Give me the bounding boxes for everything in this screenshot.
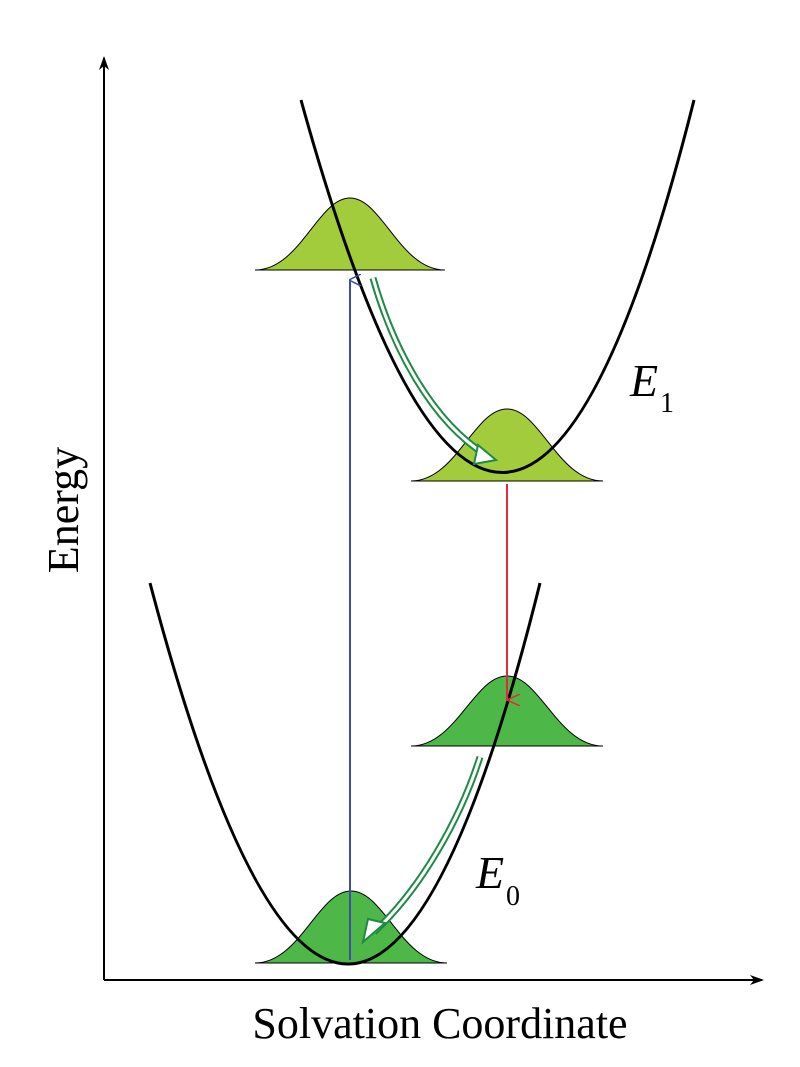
excited-relaxation-arrow [369, 277, 499, 466]
excited-state-curve [299, 99, 696, 474]
ground-curve-label: E [475, 847, 504, 898]
excited-population-lower [410, 408, 604, 482]
ground-curve-subscript: 0 [506, 881, 520, 912]
ground-relaxation-arrow [361, 755, 484, 945]
y-axis-label: Energy [39, 447, 88, 573]
ground-state-curve [148, 582, 542, 966]
excited-curve-label: E [629, 355, 658, 406]
x-axis-label: Solvation Coordinate [252, 999, 627, 1048]
excited-curve-subscript: 1 [660, 388, 674, 419]
excited-population-upper [254, 197, 446, 271]
